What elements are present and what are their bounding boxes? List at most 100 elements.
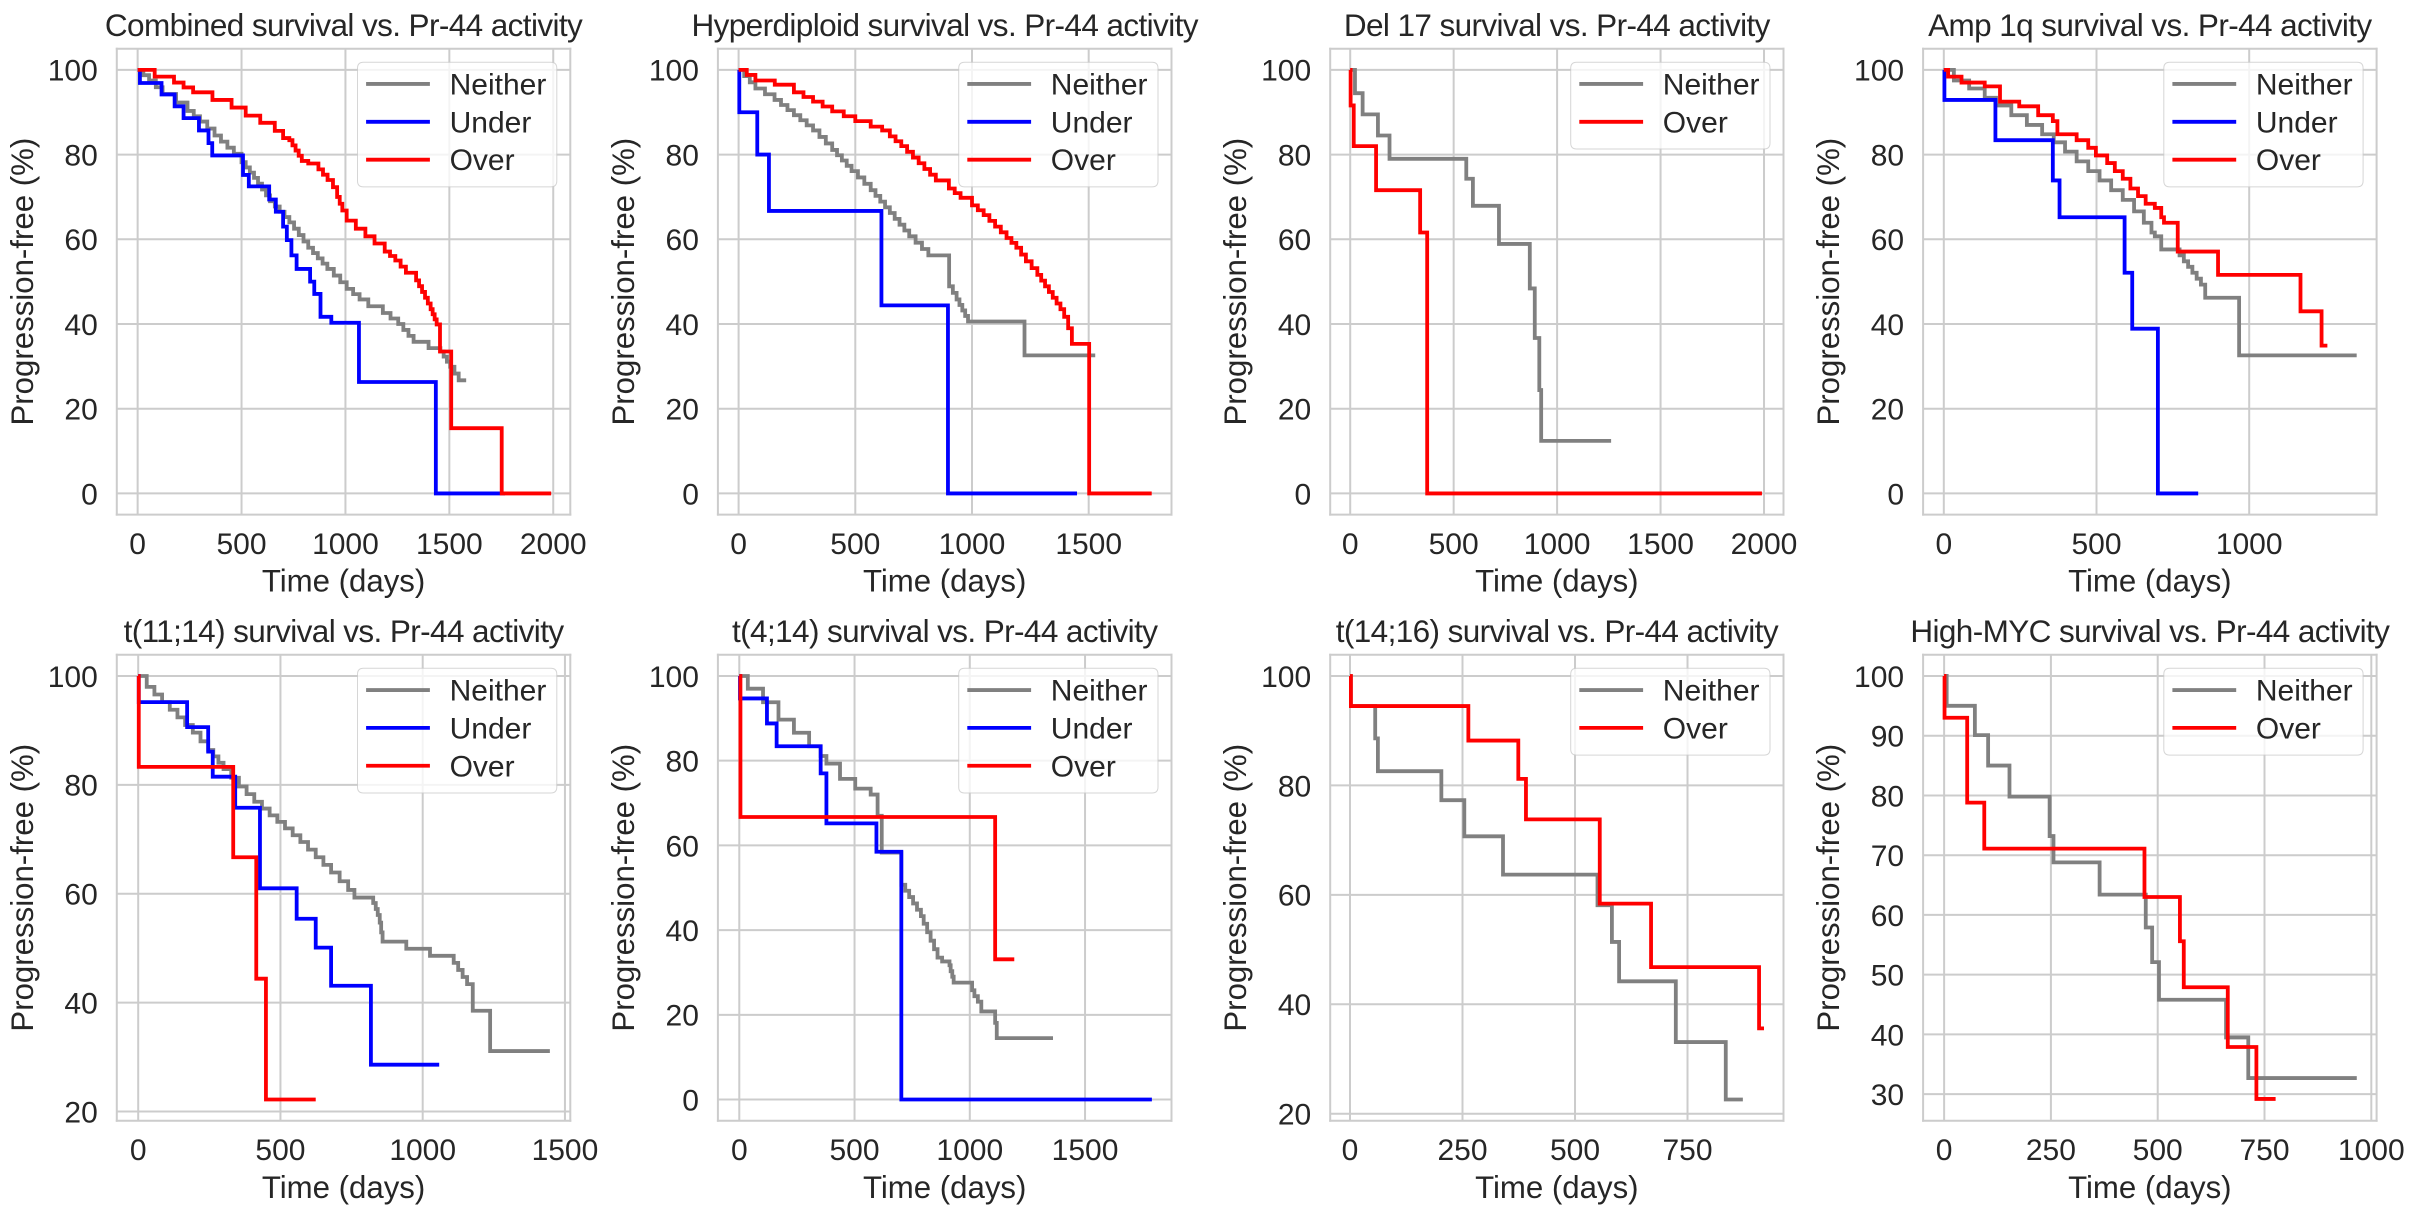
svg-text:Over: Over [1663, 712, 1728, 745]
svg-text:1000: 1000 [389, 1134, 456, 1167]
svg-text:40: 40 [64, 987, 97, 1020]
svg-text:Time (days): Time (days) [2068, 1170, 2231, 1205]
svg-text:Under: Under [2256, 106, 2338, 139]
svg-text:Progression-free (%): Progression-free (%) [1218, 138, 1253, 426]
svg-text:40: 40 [1278, 309, 1311, 342]
svg-text:500: 500 [217, 528, 267, 561]
svg-text:500: 500 [1429, 528, 1479, 561]
svg-text:t(4;14) survival vs. Pr-44 act: t(4;14) survival vs. Pr-44 activity [732, 613, 1158, 649]
svg-text:Over: Over [1663, 106, 1728, 139]
svg-text:80: 80 [666, 746, 699, 779]
svg-text:Neither: Neither [1663, 68, 1760, 101]
svg-text:t(11;14) survival vs. Pr-44 ac: t(11;14) survival vs. Pr-44 activity [124, 613, 565, 649]
svg-text:t(14;16) survival vs. Pr-44 ac: t(14;16) survival vs. Pr-44 activity [1336, 613, 1779, 649]
svg-text:1500: 1500 [1055, 528, 1122, 561]
svg-text:80: 80 [666, 139, 699, 172]
svg-text:0: 0 [81, 478, 98, 511]
svg-text:Progression-free (%): Progression-free (%) [606, 744, 641, 1032]
svg-text:80: 80 [1278, 139, 1311, 172]
svg-text:Neither: Neither [2256, 675, 2353, 708]
svg-text:Over: Over [450, 750, 515, 783]
svg-text:20: 20 [1278, 394, 1311, 427]
svg-text:1500: 1500 [416, 528, 483, 561]
svg-text:1500: 1500 [532, 1134, 599, 1167]
svg-text:Hyperdiploid survival vs. Pr-4: Hyperdiploid survival vs. Pr-44 activity [691, 7, 1198, 43]
svg-text:1500: 1500 [1052, 1134, 1119, 1167]
svg-text:0: 0 [1887, 478, 1904, 511]
svg-text:Del 17 survival vs. Pr-44 acti: Del 17 survival vs. Pr-44 activity [1344, 7, 1771, 43]
svg-text:0: 0 [1935, 528, 1952, 561]
svg-text:Under: Under [450, 712, 532, 745]
svg-text:Over: Over [1051, 144, 1116, 177]
svg-text:0: 0 [1295, 478, 1312, 511]
svg-text:60: 60 [64, 879, 97, 912]
svg-text:500: 500 [1550, 1134, 1600, 1167]
svg-text:60: 60 [666, 830, 699, 863]
svg-text:500: 500 [830, 528, 880, 561]
svg-text:30: 30 [1871, 1079, 1904, 1112]
svg-text:Neither: Neither [1663, 675, 1760, 708]
svg-text:50: 50 [1871, 960, 1904, 993]
svg-text:1000: 1000 [2338, 1134, 2405, 1167]
svg-text:Progression-free (%): Progression-free (%) [1811, 744, 1846, 1032]
svg-text:1000: 1000 [2216, 528, 2283, 561]
svg-text:0: 0 [1342, 528, 1359, 561]
svg-text:2000: 2000 [520, 528, 587, 561]
svg-text:80: 80 [1871, 139, 1904, 172]
svg-text:0: 0 [682, 478, 699, 511]
svg-text:60: 60 [1871, 900, 1904, 933]
svg-text:40: 40 [1871, 309, 1904, 342]
svg-text:20: 20 [666, 394, 699, 427]
svg-text:0: 0 [130, 1134, 147, 1167]
svg-text:100: 100 [48, 661, 98, 694]
svg-text:0: 0 [1936, 1134, 1953, 1167]
svg-text:100: 100 [649, 55, 699, 88]
svg-text:60: 60 [1871, 224, 1904, 257]
svg-text:60: 60 [64, 224, 97, 257]
svg-text:Time (days): Time (days) [1475, 564, 1638, 599]
svg-text:Neither: Neither [2256, 68, 2353, 101]
svg-text:100: 100 [48, 55, 98, 88]
svg-text:Under: Under [1051, 106, 1133, 139]
svg-text:100: 100 [1261, 661, 1311, 694]
svg-text:Progression-free (%): Progression-free (%) [5, 138, 40, 426]
svg-text:90: 90 [1871, 721, 1904, 754]
svg-text:100: 100 [649, 661, 699, 694]
svg-text:500: 500 [2071, 528, 2121, 561]
svg-text:100: 100 [1261, 55, 1311, 88]
svg-text:Neither: Neither [1051, 68, 1148, 101]
svg-text:20: 20 [666, 1000, 699, 1033]
svg-text:1000: 1000 [936, 1134, 1003, 1167]
svg-text:Time (days): Time (days) [262, 564, 425, 599]
svg-text:40: 40 [64, 309, 97, 342]
svg-text:70: 70 [1871, 840, 1904, 873]
svg-text:60: 60 [1278, 880, 1311, 913]
svg-text:500: 500 [255, 1134, 305, 1167]
svg-text:60: 60 [666, 224, 699, 257]
svg-text:500: 500 [2133, 1134, 2183, 1167]
svg-text:80: 80 [64, 770, 97, 803]
svg-text:1500: 1500 [1627, 528, 1694, 561]
svg-text:Amp 1q survival vs. Pr-44 acti: Amp 1q survival vs. Pr-44 activity [1928, 7, 2372, 43]
svg-text:40: 40 [1871, 1019, 1904, 1052]
svg-text:20: 20 [64, 394, 97, 427]
svg-text:750: 750 [1662, 1134, 1712, 1167]
svg-text:High-MYC survival vs. Pr-44 ac: High-MYC survival vs. Pr-44 activity [1910, 613, 2390, 649]
svg-text:1000: 1000 [1524, 528, 1591, 561]
svg-text:80: 80 [1278, 770, 1311, 803]
svg-text:Time (days): Time (days) [863, 1170, 1026, 1205]
svg-text:Over: Over [1051, 750, 1116, 783]
svg-text:Under: Under [450, 106, 532, 139]
svg-text:Time (days): Time (days) [863, 564, 1026, 599]
svg-text:Combined survival vs. Pr-44 ac: Combined survival vs. Pr-44 activity [105, 7, 583, 43]
svg-text:Under: Under [1051, 712, 1133, 745]
svg-text:Over: Over [450, 144, 515, 177]
svg-text:250: 250 [1437, 1134, 1487, 1167]
svg-text:80: 80 [64, 139, 97, 172]
svg-text:750: 750 [2239, 1134, 2289, 1167]
svg-text:0: 0 [682, 1084, 699, 1117]
svg-text:0: 0 [731, 1134, 748, 1167]
svg-text:0: 0 [129, 528, 146, 561]
svg-text:20: 20 [1871, 394, 1904, 427]
svg-text:40: 40 [666, 309, 699, 342]
